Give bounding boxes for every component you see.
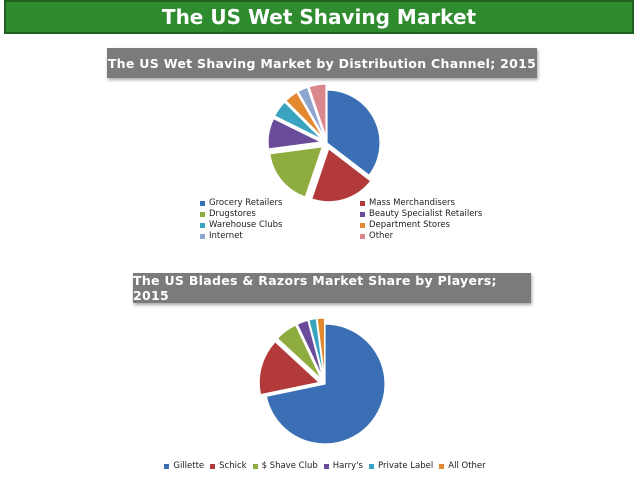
chart2-legend-swatch [252, 463, 258, 469]
chart1-slice-other [308, 83, 327, 138]
chart2-slice-schick [258, 340, 321, 396]
chart1-legend-item-warehouse-clubs: Warehouse Clubs [200, 220, 360, 230]
chart2-legend-swatch [368, 463, 374, 469]
chart1-legend-label: Beauty Specialist Retailers [369, 209, 483, 219]
chart2-legend-swatch [164, 463, 170, 469]
chart1-legend-swatch [200, 233, 205, 239]
chart2-slice-private-label [308, 317, 325, 379]
chart1-legend-label: Department Stores [369, 220, 451, 230]
chart1-legend-label: Other [369, 231, 394, 241]
chart1-legend-item-other: Other [360, 231, 520, 241]
chart1-legend-item-grocery-retailers: Grocery Retailers [200, 198, 360, 208]
chart2-legend-label: Gillette [173, 461, 205, 471]
chart2-legend-label: $ Shave Club [261, 461, 318, 471]
chart2-legend-label: All Other [448, 461, 486, 471]
chart1-slice-warehouse-clubs [273, 101, 323, 141]
chart1-slice-drugstores [269, 146, 324, 198]
page-banner-title: The US Wet Shaving Market [4, 0, 634, 34]
chart2-title: The US Blades & Razors Market Share by P… [133, 273, 531, 303]
chart1-slice-internet [297, 86, 326, 138]
chart2-slice-all-other [316, 317, 326, 379]
chart1-legend-swatch [360, 233, 365, 239]
chart1-legend-swatch [200, 200, 205, 206]
chart1-legend-swatch [360, 222, 365, 228]
chart1-legend-label: Drugstores [209, 209, 256, 219]
chart1-legend-swatch [360, 200, 365, 206]
chart1-slice-mass-merchandisers [310, 147, 372, 203]
chart1-legend-label: Internet [209, 231, 243, 241]
chart1-legend: Grocery Retailers Mass Merchandisers Drugs… [200, 198, 520, 241]
chart2-legend-item-private-label: Private Label [368, 461, 434, 471]
chart2-legend-swatch [210, 463, 216, 469]
chart1-legend-item-department-stores: Department Stores [360, 220, 520, 230]
chart1-legend-swatch [200, 222, 205, 228]
chart1-legend-label: Mass Merchandisers [369, 198, 455, 208]
chart2-legend-label: Private Label [377, 461, 434, 471]
chart2-legend-item-all-other: All Other [439, 461, 486, 471]
chart2-legend-swatch [323, 463, 329, 469]
chart1-legend-label: Warehouse Clubs [209, 220, 283, 230]
chart2-legend-label: Schick [219, 461, 247, 471]
chart2-slice-gillette [265, 323, 386, 445]
chart1-legend-item-drugstores: Drugstores [200, 209, 360, 219]
chart1-legend-item-mass-merchandisers: Mass Merchandisers [360, 198, 520, 208]
chart2-legend-label: Harry's [332, 461, 363, 471]
chart1-legend-swatch [360, 211, 365, 217]
chart1-slice-department-stores [285, 91, 324, 139]
chart2-legend-item-schick: Schick [210, 461, 247, 471]
chart1-slice-grocery-retailers [326, 89, 381, 177]
chart2-legend-item-gillette: Gillette [164, 461, 204, 471]
chart2-legend-item-shave-club: $ Shave Club [252, 461, 318, 471]
chart1-title: The US Wet Shaving Market by Distributio… [107, 48, 537, 78]
chart2-legend: Gillette Schick $ Shave Club Harry's Private… [160, 461, 490, 471]
chart1-legend-item-internet: Internet [200, 231, 360, 241]
chart1-legend-label: Grocery Retailers [209, 198, 283, 208]
chart1-legend-swatch [200, 211, 205, 217]
chart2-slice-harry-s [296, 319, 324, 379]
chart1-legend-item-beauty-specialist-retailers: Beauty Specialist Retailers [360, 209, 520, 219]
chart1-slice-beauty-specialist-retailers [267, 117, 324, 150]
chart2-legend-item-harry-s: Harry's [323, 461, 363, 471]
chart2-legend-swatch [439, 463, 445, 469]
chart2-slice-shave-club [276, 324, 322, 380]
